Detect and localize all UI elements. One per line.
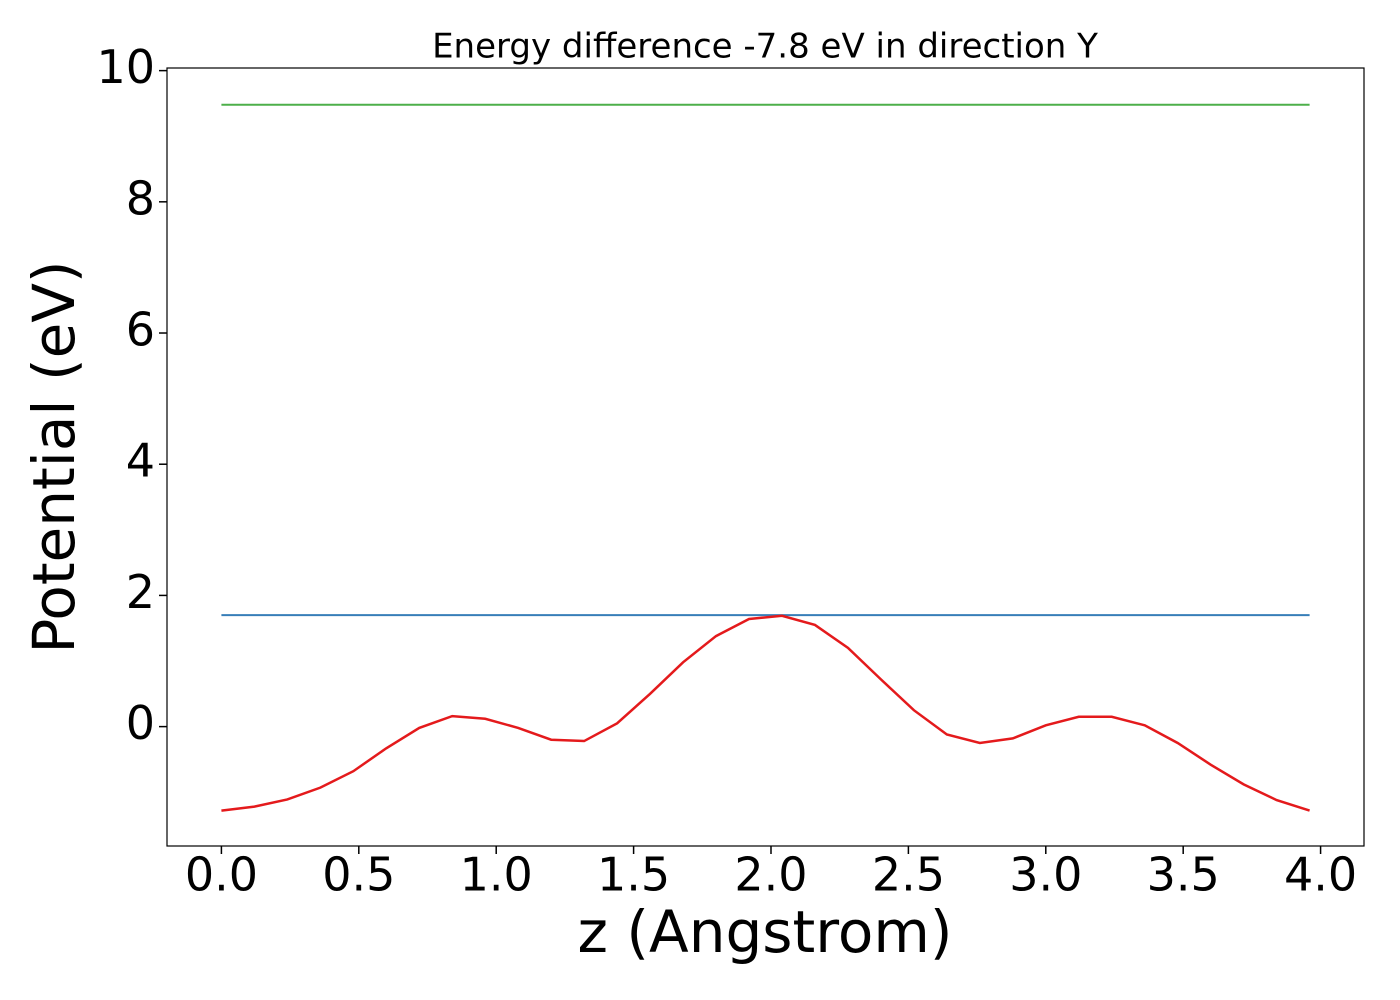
y-tick-label: 10 — [96, 40, 155, 94]
y-tick-label: 0 — [126, 696, 155, 750]
x-tick-label: 4.0 — [1284, 848, 1357, 902]
x-tick-label: 1.0 — [460, 848, 533, 902]
plot-frame — [166, 67, 1365, 847]
x-tick-label: 1.5 — [597, 848, 670, 902]
x-tick-label: 2.0 — [734, 848, 807, 902]
chart-title: Energy difference -7.8 eV in direction Y — [432, 27, 1098, 67]
x-tick-label: 3.0 — [1009, 848, 1082, 902]
x-tick-label: 3.5 — [1147, 848, 1220, 902]
x-tick-label: 0.0 — [185, 848, 258, 902]
y-tick-label: 2 — [126, 565, 155, 619]
line-series — [221, 614, 1310, 812]
x-tick-label: 0.5 — [322, 848, 395, 902]
x-tick-label: 2.5 — [872, 848, 945, 902]
y-tick-label: 8 — [126, 171, 155, 225]
y-tick-label: 4 — [126, 434, 155, 488]
y-axis-label: Potential (eV) — [20, 260, 88, 653]
x-axis-label: z (Angstrom) — [578, 898, 953, 966]
y-tick-label: 6 — [126, 303, 155, 357]
